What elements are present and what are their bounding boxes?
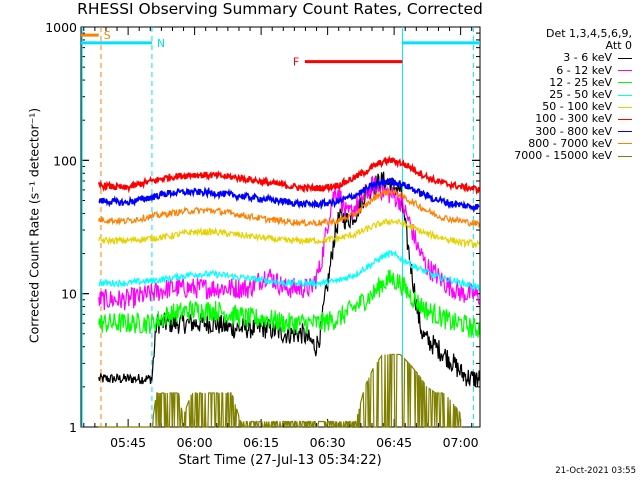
legend-header-line-1: Det 1,3,4,5,6,9, [545, 27, 632, 40]
timestamp-footer: 21-Oct-2021 03:55 [555, 466, 636, 476]
flag-label: S [104, 29, 111, 42]
legend-swatch [618, 106, 632, 108]
series-line [98, 187, 480, 228]
x-tick-label: 07:00 [443, 435, 479, 450]
legend-entry-label: 3 - 6 keV [563, 51, 612, 65]
legend-entry-label: 800 - 7000 keV [528, 136, 612, 150]
legend-entry-label: 12 - 25 keV [549, 75, 612, 89]
legend-swatch [618, 58, 632, 59]
legend: Det 1,3,4,5,6,9, Att 0 3 - 6 keV 6 - 12 k… [480, 27, 638, 162]
legend-swatch [618, 82, 632, 84]
x-axis-label: Start Time (27-Jul-13 05:34:22) [178, 453, 382, 468]
series-line [98, 175, 480, 311]
legend-swatch [618, 70, 632, 72]
legend-header-line-2: Att 0 [605, 39, 632, 53]
legend-swatch [618, 94, 632, 96]
y-tick-label: 100 [53, 153, 77, 168]
legend-entry: 100 - 300 keV [480, 113, 638, 125]
chart-title: RHESSI Observing Summary Count Rates, Co… [77, 0, 483, 18]
legend-entry: 25 - 50 keV [480, 88, 638, 102]
x-tick-label: 06:30 [310, 435, 346, 450]
series-line [97, 154, 480, 196]
legend-entry-label: 25 - 50 keV [549, 88, 612, 102]
y-tick-label: 10 [61, 287, 77, 302]
legend-entry-label: 50 - 100 keV [542, 100, 612, 114]
series-line [98, 353, 463, 428]
y-axis-label: Corrected Count Rate (s⁻¹ detector⁻¹) [26, 107, 42, 344]
legend-entry-label: 6 - 12 keV [556, 63, 612, 77]
flag-label: N [157, 37, 165, 50]
legend-entry-label: 7000 - 15000 keV [514, 149, 612, 163]
x-tick-label: 06:15 [243, 435, 279, 450]
legend-swatch [618, 143, 632, 145]
legend-swatch [618, 119, 632, 121]
y-tick-label: 1000 [45, 20, 77, 35]
legend-swatch [618, 131, 632, 133]
legend-entry: 12 - 25 keV [480, 75, 638, 89]
legend-entry: 50 - 100 keV [480, 101, 638, 113]
series-line [98, 176, 480, 214]
legend-swatch [618, 155, 632, 157]
series-line [98, 269, 480, 338]
legend-entry-label: 300 - 800 keV [535, 124, 612, 138]
plot-frame [80, 26, 481, 428]
legend-entry: 7000 - 15000 keV [480, 149, 638, 163]
series-line [98, 249, 480, 291]
legend-entry: 3 - 6 keV [480, 52, 638, 64]
legend-entry-label: 100 - 300 keV [535, 112, 612, 126]
legend-entry: 300 - 800 keV [480, 124, 638, 138]
x-tick-label: 06:00 [177, 435, 213, 450]
flag-label: F [293, 56, 299, 69]
legend-entry: 6 - 12 keV [480, 63, 638, 77]
y-tick-label: 1 [69, 420, 77, 435]
x-tick-label: 05:45 [110, 435, 146, 450]
series-line [98, 218, 480, 249]
legend-rows: 3 - 6 keV 6 - 12 keV 12 - 25 keV 25 - 50 ke… [480, 52, 638, 162]
legend-entry: 800 - 7000 keV [480, 136, 638, 150]
x-tick-label: 06:45 [376, 435, 412, 450]
